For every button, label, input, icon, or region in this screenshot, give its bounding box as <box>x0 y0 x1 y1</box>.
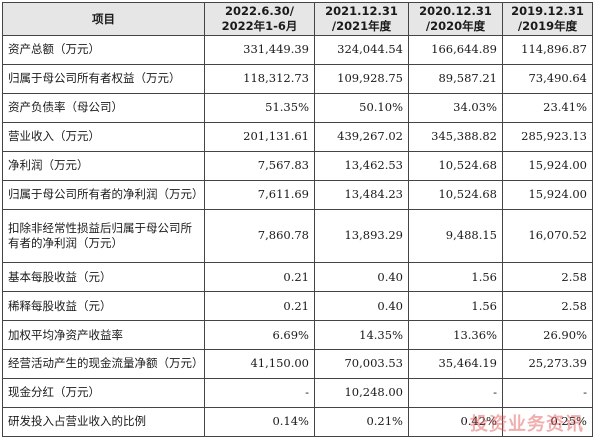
table-row: 资产总额（万元） 331,449.39 324,044.54 166,644.8… <box>2 35 593 65</box>
table-row: 资产负债率（母公司） 51.35% 50.10% 34.03% 23.41% <box>2 92 593 123</box>
cell-value: 89,587.21 <box>408 63 503 94</box>
cell-value: 0.40 <box>314 262 409 293</box>
cell-value: 50.10% <box>314 92 409 123</box>
table-row: 现金分红（万元） - 10,248.00 - - <box>2 377 593 408</box>
cell-value: 13.36% <box>408 320 503 350</box>
table-row: 基本每股收益（元） 0.21 0.40 1.56 2.58 <box>2 262 593 293</box>
cell-value: 0.21% <box>314 406 409 438</box>
row-label: 稀释每股收益（元） <box>2 291 205 322</box>
cell-value: 1.56 <box>408 262 503 293</box>
table-row: 扣除非经常性损益后归属于母公司所有者的净利润（万元） 7,860.78 13,8… <box>2 208 593 264</box>
cell-value: 439,267.02 <box>314 121 409 152</box>
header-period-line1: 2019.12.31 <box>511 4 584 18</box>
header-period-line2: /2021年度 <box>331 19 392 33</box>
header-period-2021: 2021.12.31 /2021年度 <box>314 2 409 36</box>
cell-value: 1.56 <box>408 291 503 322</box>
cell-value: - <box>204 377 315 408</box>
cell-value: 331,449.39 <box>204 35 315 65</box>
cell-value: 9,488.15 <box>408 208 503 264</box>
header-period-line1: 2022.6.30/ <box>225 4 294 18</box>
cell-value: 345,388.82 <box>408 121 503 152</box>
row-label: 现金分红（万元） <box>2 377 205 408</box>
header-period-line2: /2019年度 <box>517 19 578 33</box>
row-label: 资产总额（万元） <box>2 35 205 65</box>
header-period-line1: 2021.12.31 <box>325 4 398 18</box>
row-label: 归属于母公司所有者权益（万元） <box>2 63 205 94</box>
table-row: 研发投入占营业收入的比例 0.14% 0.21% 0.42% 0.25% <box>2 406 593 438</box>
cell-value: 70,003.53 <box>314 349 409 379</box>
cell-value: 25,273.39 <box>502 349 593 379</box>
cell-value: - <box>408 377 503 408</box>
cell-value: 166,644.89 <box>408 35 503 65</box>
cell-value: 10,248.00 <box>314 377 409 408</box>
table-row: 加权平均净资产收益率 6.69% 14.35% 13.36% 26.90% <box>2 320 593 350</box>
header-period-2020: 2020.12.31 /2020年度 <box>408 2 503 36</box>
row-label: 归属于母公司所有者的净利润（万元） <box>2 179 205 210</box>
cell-value: 7,611.69 <box>204 179 315 210</box>
table-row: 归属于母公司所有者权益（万元） 118,312.73 109,928.75 89… <box>2 63 593 94</box>
cell-value: 0.21 <box>204 291 315 322</box>
header-period-line1: 2020.12.31 <box>419 4 492 18</box>
header-item: 项目 <box>2 2 205 36</box>
row-label: 加权平均净资产收益率 <box>2 320 205 350</box>
cell-value: 2.58 <box>502 291 593 322</box>
header-period-line2: 2022年1-6月 <box>221 19 298 33</box>
row-label: 资产负债率（母公司） <box>2 92 205 123</box>
header-period-2019: 2019.12.31 /2019年度 <box>502 2 593 36</box>
row-label: 净利润（万元） <box>2 150 205 181</box>
cell-value: 285,923.13 <box>502 121 593 152</box>
cell-value: 14.35% <box>314 320 409 350</box>
row-label: 基本每股收益（元） <box>2 262 205 293</box>
header-period-2022h1: 2022.6.30/ 2022年1-6月 <box>204 2 315 36</box>
cell-value: 34.03% <box>408 92 503 123</box>
cell-value: 2.58 <box>502 262 593 293</box>
cell-value: 23.41% <box>502 92 593 123</box>
cell-value: 35,464.19 <box>408 349 503 379</box>
row-label: 营业收入（万元） <box>2 121 205 152</box>
cell-value: 0.21 <box>204 262 315 293</box>
cell-value: 114,896.87 <box>502 35 593 65</box>
cell-value: 73,490.64 <box>502 63 593 94</box>
cell-value: 109,928.75 <box>314 63 409 94</box>
table-row: 净利润（万元） 7,567.83 13,462.53 10,524.68 15,… <box>2 150 593 181</box>
cell-value: - <box>502 377 593 408</box>
table-header-row: 项目 2022.6.30/ 2022年1-6月 2021.12.31 /2021… <box>2 2 593 36</box>
cell-value: 0.40 <box>314 291 409 322</box>
cell-value: 7,567.83 <box>204 150 315 181</box>
cell-value: 51.35% <box>204 92 315 123</box>
cell-value: 41,150.00 <box>204 349 315 379</box>
cell-value: 13,462.53 <box>314 150 409 181</box>
table-row: 经营活动产生的现金流量净额（万元） 41,150.00 70,003.53 35… <box>2 349 593 379</box>
header-period-line2: /2020年度 <box>425 19 486 33</box>
cell-value: 15,924.00 <box>502 150 593 181</box>
cell-value: 201,131.61 <box>204 121 315 152</box>
cell-value: 10,524.68 <box>408 179 503 210</box>
table-row: 归属于母公司所有者的净利润（万元） 7,611.69 13,484.23 10,… <box>2 179 593 210</box>
row-label: 研发投入占营业收入的比例 <box>2 406 205 438</box>
cell-value: 0.25% <box>502 406 593 438</box>
cell-value: 13,893.29 <box>314 208 409 264</box>
table-row: 稀释每股收益（元） 0.21 0.40 1.56 2.58 <box>2 291 593 322</box>
row-label: 扣除非经常性损益后归属于母公司所有者的净利润（万元） <box>2 208 205 264</box>
cell-value: 15,924.00 <box>502 179 593 210</box>
cell-value: 118,312.73 <box>204 63 315 94</box>
cell-value: 324,044.54 <box>314 35 409 65</box>
cell-value: 6.69% <box>204 320 315 350</box>
cell-value: 7,860.78 <box>204 208 315 264</box>
cell-value: 13,484.23 <box>314 179 409 210</box>
cell-value: 26.90% <box>502 320 593 350</box>
cell-value: 0.14% <box>204 406 315 438</box>
cell-value: 10,524.68 <box>408 150 503 181</box>
row-label: 经营活动产生的现金流量净额（万元） <box>2 349 205 379</box>
cell-value: 16,070.52 <box>502 208 593 264</box>
table-row: 营业收入（万元） 201,131.61 439,267.02 345,388.8… <box>2 121 593 152</box>
cell-value: 0.42% <box>408 406 503 438</box>
